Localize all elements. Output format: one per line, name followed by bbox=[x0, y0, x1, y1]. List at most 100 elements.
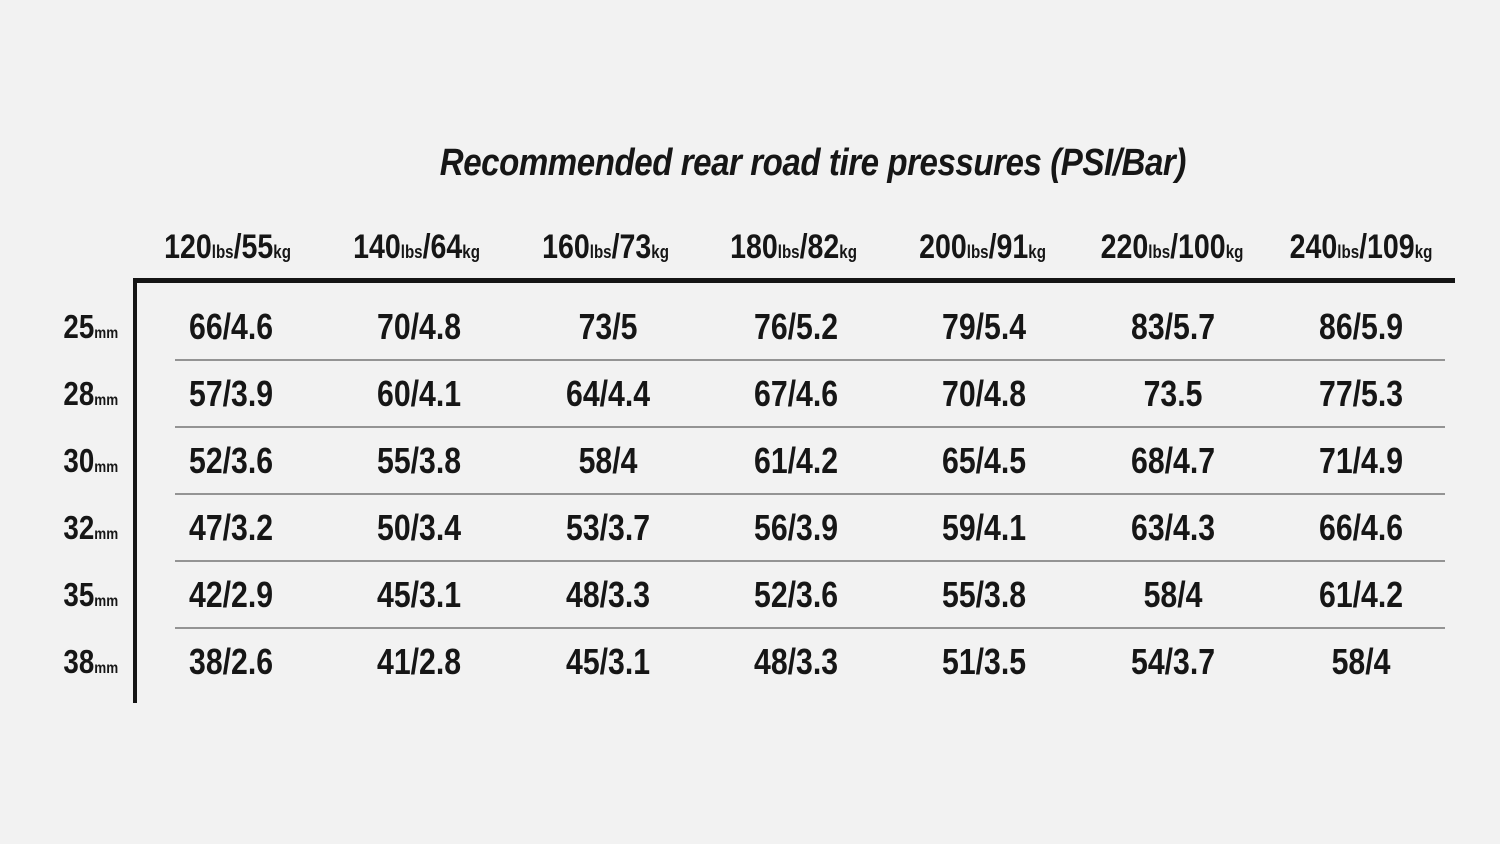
pressure-value: 66/4.6 bbox=[1318, 506, 1403, 548]
pressure-cell: 54/3.7 bbox=[1078, 628, 1266, 695]
pressure-cell: 48/3.3 bbox=[514, 561, 702, 628]
pressure-cell: 55/3.8 bbox=[325, 427, 513, 494]
pressure-value: 64/4.4 bbox=[565, 372, 650, 414]
pressure-cell: 58/4 bbox=[514, 427, 702, 494]
pressure-cell: 58/4 bbox=[1267, 628, 1455, 695]
weight-kg-value: /100 bbox=[1169, 228, 1226, 266]
weight-kg-value: /109 bbox=[1358, 228, 1415, 266]
pressure-value: 52/3.6 bbox=[189, 439, 274, 481]
pressure-cell: 48/3.3 bbox=[702, 628, 890, 695]
column-header: 160lbs/73kg bbox=[511, 206, 700, 266]
kg-unit-label: kg bbox=[1225, 242, 1244, 262]
column-header: 240lbs/109kg bbox=[1266, 206, 1455, 266]
pressure-value: 58/4 bbox=[1331, 640, 1391, 682]
pressure-cell: 77/5.3 bbox=[1267, 360, 1455, 427]
pressure-value: 58/4 bbox=[1143, 573, 1202, 615]
column-header: 200lbs/91kg bbox=[888, 206, 1077, 266]
column-header-text: 240lbs/109kg bbox=[1289, 230, 1432, 264]
weight-lbs-value: 140 bbox=[352, 228, 401, 266]
pressure-cell: 38/2.6 bbox=[137, 628, 325, 695]
pressure-value: 45/3.1 bbox=[565, 640, 650, 682]
pressure-cell: 64/4.4 bbox=[514, 360, 702, 427]
weight-lbs-value: 220 bbox=[1100, 228, 1148, 266]
tire-width-value: 38 bbox=[63, 643, 95, 680]
column-header-text: 200lbs/91kg bbox=[919, 230, 1046, 264]
row-label: 25mm bbox=[18, 293, 118, 360]
pressure-value: 79/5.4 bbox=[942, 305, 1027, 347]
lbs-unit-label: lbs bbox=[211, 242, 234, 262]
kg-unit-label: kg bbox=[273, 242, 291, 262]
lbs-unit-label: lbs bbox=[589, 242, 612, 262]
pressure-value: 83/5.7 bbox=[1130, 305, 1215, 347]
row-label: 28mm bbox=[18, 360, 118, 427]
pressure-value: 71/4.9 bbox=[1318, 439, 1403, 481]
pressure-value: 57/3.9 bbox=[189, 372, 274, 414]
column-header: 140lbs/64kg bbox=[322, 206, 511, 266]
pressure-cell: 42/2.9 bbox=[137, 561, 325, 628]
pressure-cell: 66/4.6 bbox=[137, 293, 325, 360]
table-row: 47/3.2 50/3.4 53/3.7 56/3.9 59/4.1 63/4.3 66/4… bbox=[137, 494, 1455, 562]
tire-width-value: 32 bbox=[63, 509, 95, 546]
row-labels: 25mm 28mm 30mm 32mm 35mm 38mm bbox=[18, 293, 118, 695]
table-row: 42/2.9 45/3.1 48/3.3 52/3.6 55/3.8 58/4 61/4.2 bbox=[137, 561, 1455, 629]
lbs-unit-label: lbs bbox=[400, 242, 423, 262]
pressure-value: 65/4.5 bbox=[942, 439, 1027, 481]
pressure-cell: 66/4.6 bbox=[1267, 494, 1455, 561]
pressure-cell: 71/4.9 bbox=[1267, 427, 1455, 494]
table-row: 57/3.9 60/4.1 64/4.4 67/4.6 70/4.8 73.5 77/5.3 bbox=[137, 360, 1455, 428]
pressure-value: 55/3.8 bbox=[377, 439, 462, 481]
pressure-cell: 55/3.8 bbox=[890, 561, 1078, 628]
row-label: 32mm bbox=[18, 494, 118, 561]
pressure-value: 53/3.7 bbox=[565, 506, 650, 548]
pressure-cell: 86/5.9 bbox=[1267, 293, 1455, 360]
pressure-value: 59/4.1 bbox=[942, 506, 1027, 548]
column-header: 180lbs/82kg bbox=[700, 206, 889, 266]
pressure-value: 48/3.3 bbox=[753, 640, 839, 682]
mm-unit-label: mm bbox=[94, 325, 118, 342]
pressure-cell: 76/5.2 bbox=[702, 293, 890, 360]
column-header: 220lbs/100kg bbox=[1077, 206, 1266, 266]
pressure-value: 42/2.9 bbox=[189, 573, 274, 615]
pressure-cell: 68/4.7 bbox=[1078, 427, 1266, 494]
pressure-value: 52/3.6 bbox=[753, 573, 839, 615]
pressure-value: 66/4.6 bbox=[189, 305, 274, 347]
pressure-value: 73.5 bbox=[1143, 372, 1202, 414]
pressure-cell: 47/3.2 bbox=[137, 494, 325, 561]
kg-unit-label: kg bbox=[1028, 242, 1047, 262]
pressure-value: 47/3.2 bbox=[189, 506, 274, 548]
tire-width-value: 30 bbox=[63, 442, 95, 479]
pressure-cell: 45/3.1 bbox=[514, 628, 702, 695]
pressure-cell: 52/3.6 bbox=[702, 561, 890, 628]
row-label-text: 30mm bbox=[63, 444, 118, 477]
mm-unit-label: mm bbox=[94, 392, 118, 409]
weight-kg-value: /73 bbox=[611, 228, 651, 266]
weight-lbs-value: 180 bbox=[730, 228, 779, 266]
weight-kg-value: /55 bbox=[233, 228, 274, 266]
pressure-cell: 41/2.8 bbox=[325, 628, 513, 695]
lbs-unit-label: lbs bbox=[1147, 242, 1170, 262]
pressure-value: 54/3.7 bbox=[1130, 640, 1215, 682]
pressure-cell: 61/4.2 bbox=[702, 427, 890, 494]
column-header-text: 120lbs/55kg bbox=[164, 230, 291, 264]
pressure-value: 70/4.8 bbox=[377, 305, 462, 347]
column-header-text: 140lbs/64kg bbox=[353, 230, 480, 264]
pressure-value: 67/4.6 bbox=[753, 372, 839, 414]
pressure-value: 45/3.1 bbox=[377, 573, 462, 615]
pressure-value: 73/5 bbox=[578, 305, 638, 347]
pressure-cell: 79/5.4 bbox=[890, 293, 1078, 360]
pressure-cell: 73.5 bbox=[1078, 360, 1266, 427]
page-title-text: Recommended rear road tire pressures (PS… bbox=[439, 142, 1187, 184]
pressure-cell: 73/5 bbox=[514, 293, 702, 360]
tire-width-value: 35 bbox=[63, 576, 95, 613]
pressure-cell: 50/3.4 bbox=[325, 494, 513, 561]
pressure-cell: 65/4.5 bbox=[890, 427, 1078, 494]
pressure-value: 76/5.2 bbox=[753, 305, 839, 347]
mm-unit-label: mm bbox=[94, 593, 118, 610]
page-title: Recommended rear road tire pressures (PS… bbox=[133, 142, 1493, 185]
pressure-cell: 67/4.6 bbox=[702, 360, 890, 427]
weight-kg-value: /64 bbox=[422, 228, 463, 266]
kg-unit-label: kg bbox=[650, 242, 669, 262]
pressure-cell: 52/3.6 bbox=[137, 427, 325, 494]
pressure-value: 38/2.6 bbox=[189, 640, 274, 682]
lbs-unit-label: lbs bbox=[1336, 242, 1359, 262]
